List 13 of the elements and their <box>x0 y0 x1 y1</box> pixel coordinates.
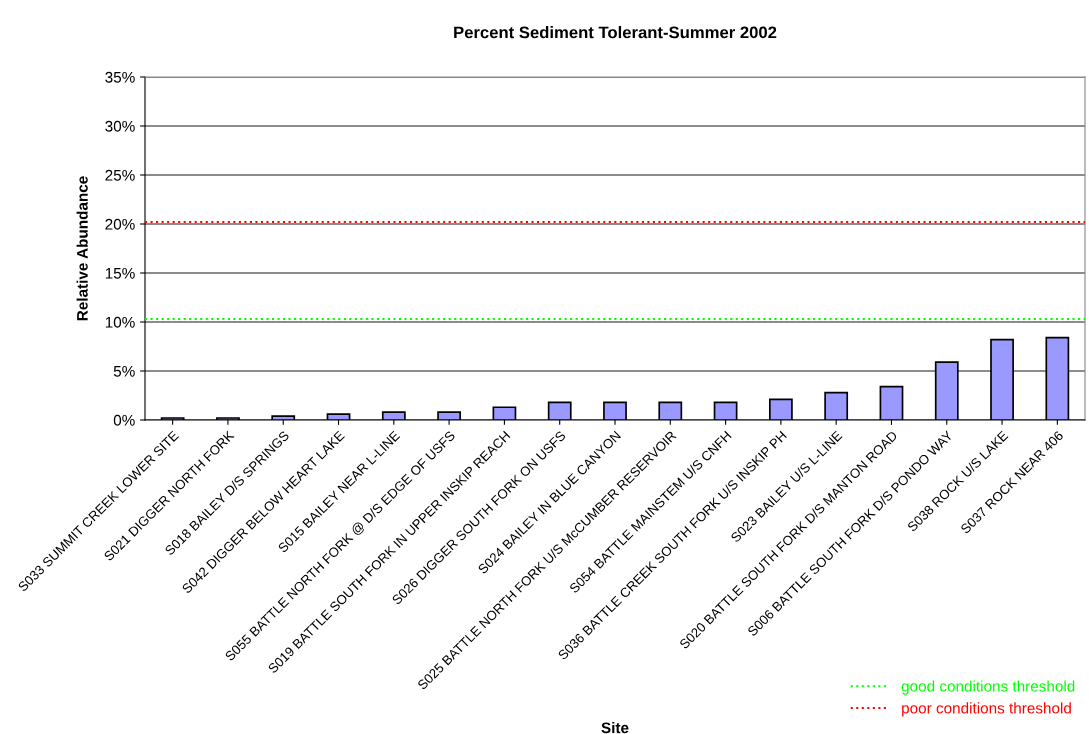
legend-label: good conditions threshold <box>901 680 1075 695</box>
x-axis-title: Site <box>601 722 629 734</box>
y-tick-label: 15% <box>105 267 135 279</box>
y-tick-label: 25% <box>105 169 135 181</box>
chart-title: Percent Sediment Tolerant-Summer 2002 <box>454 26 777 39</box>
y-tick-label: 30% <box>105 120 135 132</box>
y-axis-title: Relative Abundance <box>76 176 88 321</box>
y-tick-label: 5% <box>113 365 135 377</box>
y-tick-label: 10% <box>105 316 135 328</box>
y-tick-label: 35% <box>105 71 135 83</box>
legend-label: poor conditions threshold <box>902 702 1071 717</box>
y-tick-label: 0% <box>113 414 135 426</box>
y-tick-label: 20% <box>105 218 135 230</box>
